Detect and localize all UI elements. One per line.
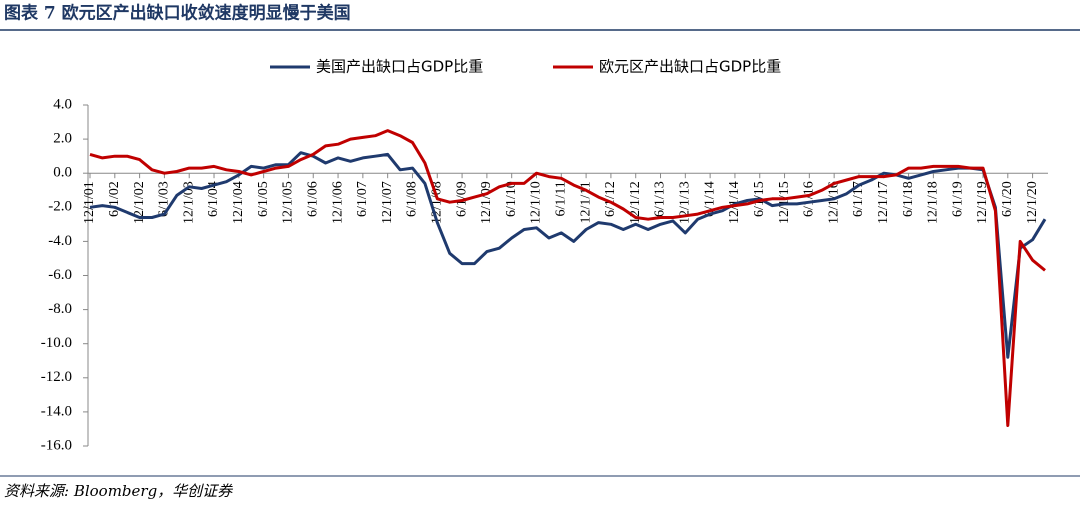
x-tick-label: 6/1/02 (107, 181, 122, 217)
x-tick-label: 12/1/18 (926, 181, 941, 224)
x-tick-label: 12/1/16 (826, 181, 841, 224)
series-line (89, 129, 1046, 427)
x-tick-label: 6/1/05 (256, 181, 271, 217)
x-tick-label: 12/1/03 (181, 181, 196, 224)
x-tick-label: 12/1/13 (678, 181, 693, 224)
x-tick-label: 6/1/04 (206, 181, 221, 217)
y-tick-label: -14.0 (41, 403, 72, 419)
x-tick-label: 12/1/10 (529, 181, 544, 224)
x-tick-label: 12/1/07 (380, 181, 395, 224)
x-tick-label: 12/1/09 (479, 181, 494, 224)
x-tick-label: 12/1/04 (231, 181, 246, 224)
x-tick-label: 6/1/03 (157, 181, 172, 217)
x-tick-label: 12/1/05 (281, 181, 296, 224)
x-tick-label: 6/1/12 (603, 181, 618, 217)
x-tick-label: 6/1/18 (901, 181, 916, 217)
x-tick-label: 6/1/08 (405, 181, 420, 217)
x-tick-label: 12/1/02 (132, 181, 147, 224)
x-tick-label: 6/1/19 (950, 181, 965, 217)
x-tick-label: 12/1/17 (876, 181, 891, 224)
chart-title: 图表 7 欧元区产出缺口收敛速度明显慢于美国 (4, 3, 351, 24)
y-tick-label: -12.0 (41, 369, 72, 385)
x-tick-label: 6/1/14 (702, 181, 717, 217)
x-tick-label: 12/1/06 (330, 181, 345, 224)
x-tick-label: 6/1/07 (355, 181, 370, 217)
y-tick-label: -10.0 (41, 335, 72, 351)
y-tick-label: -8.0 (48, 301, 72, 317)
y-tick-label: -6.0 (48, 267, 72, 283)
y-tick-label: -16.0 (41, 437, 72, 453)
source: 资料来源: Bloomberg，华创证券 (4, 482, 233, 500)
x-tick-label: 6/1/11 (554, 181, 569, 216)
x-tick-label: 6/1/16 (802, 181, 817, 217)
x-tick-label: 6/1/17 (851, 181, 866, 217)
x-tick-label: 12/1/01 (82, 181, 97, 224)
x-tick-label: 6/1/10 (504, 181, 519, 217)
y-tick-label: -2.0 (48, 199, 72, 215)
y-tick-label: 2.0 (53, 131, 72, 147)
x-tick-label: 12/1/19 (975, 181, 990, 224)
y-tick-label: 0.0 (53, 165, 72, 181)
x-tick-label: 6/1/20 (1000, 181, 1015, 217)
legend-label: 欧元区产出缺口占GDP比重 (599, 58, 781, 76)
series-line (89, 151, 1047, 359)
y-tick-label: 4.0 (53, 96, 72, 112)
x-tick-label: 12/1/20 (1025, 181, 1040, 224)
x-tick-label: 6/1/13 (653, 181, 668, 217)
y-tick-label: -4.0 (48, 233, 72, 249)
legend-label: 美国产出缺口占GDP比重 (316, 58, 483, 76)
x-tick-label: 6/1/06 (305, 181, 320, 217)
